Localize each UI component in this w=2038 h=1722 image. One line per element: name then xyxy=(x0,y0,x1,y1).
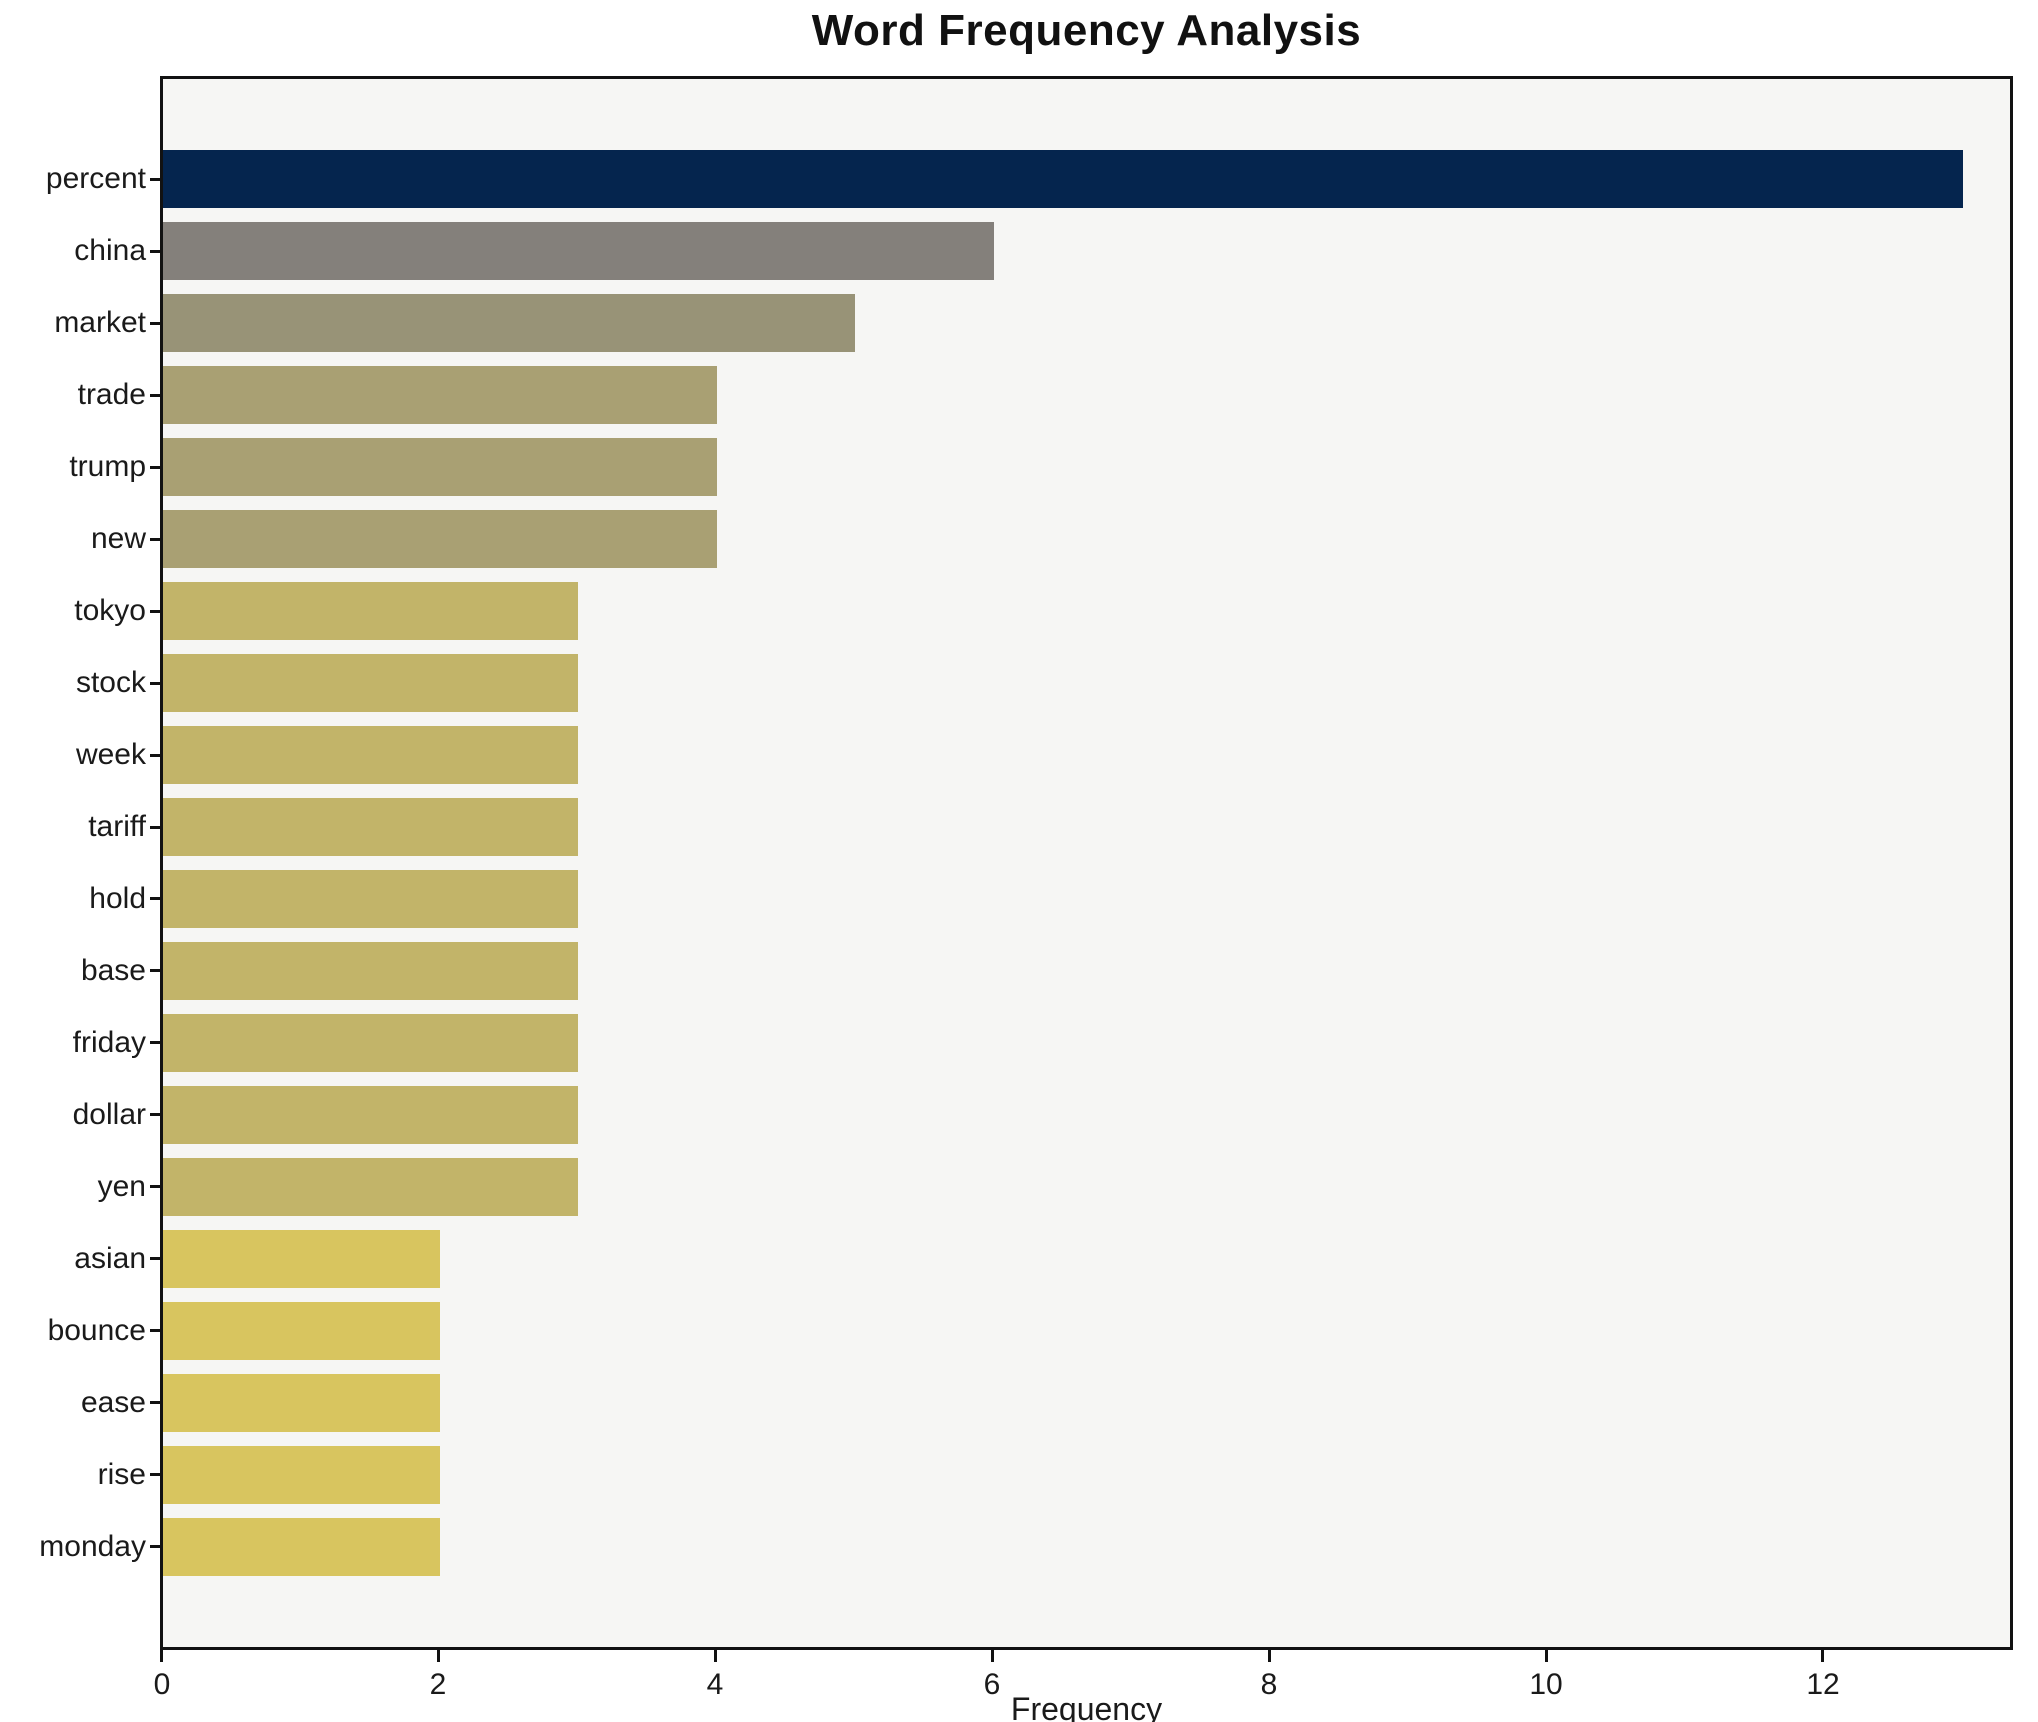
y-tick-mark xyxy=(150,178,160,181)
bar-yen xyxy=(163,1158,578,1216)
y-tick-label: new xyxy=(90,522,146,555)
x-tick-mark xyxy=(1821,1650,1824,1662)
y-tick-label: dollar xyxy=(72,1098,146,1131)
x-axis-label: Frequency xyxy=(1010,1691,1163,1722)
x-tick-label: 4 xyxy=(706,1668,724,1701)
y-tick-mark xyxy=(150,1329,160,1332)
y-tick-mark xyxy=(150,466,160,469)
y-tick-mark xyxy=(150,1113,160,1116)
y-tick-label: rise xyxy=(97,1458,146,1491)
y-tick-mark xyxy=(150,250,160,253)
y-tick-label: bounce xyxy=(47,1314,146,1347)
x-tick-mark xyxy=(437,1650,440,1662)
bar-ease xyxy=(163,1374,440,1432)
x-tick-label: 10 xyxy=(1529,1668,1563,1701)
y-tick-mark xyxy=(150,1041,160,1044)
x-tick-mark xyxy=(714,1650,717,1662)
y-tick-label: tokyo xyxy=(74,594,146,627)
chart-title: Word Frequency Analysis xyxy=(811,6,1362,55)
bar-bounce xyxy=(163,1302,440,1360)
y-tick-label: trade xyxy=(77,378,146,411)
x-tick-mark xyxy=(991,1650,994,1662)
bar-base xyxy=(163,942,578,1000)
y-tick-mark xyxy=(150,1401,160,1404)
y-tick-mark xyxy=(150,1257,160,1260)
y-tick-label: percent xyxy=(45,162,146,195)
x-tick-label: 8 xyxy=(1260,1668,1278,1701)
bar-hold xyxy=(163,870,578,928)
y-tick-label: ease xyxy=(80,1386,146,1419)
y-tick-mark xyxy=(150,969,160,972)
y-tick-mark xyxy=(150,1545,160,1548)
y-tick-mark xyxy=(150,754,160,757)
y-tick-mark xyxy=(150,1473,160,1476)
y-tick-label: hold xyxy=(89,882,146,915)
y-tick-label: asian xyxy=(74,1242,146,1275)
bar-rise xyxy=(163,1446,440,1504)
x-tick-mark xyxy=(1268,1650,1271,1662)
x-tick-label: 6 xyxy=(983,1668,1001,1701)
x-tick-label: 12 xyxy=(1806,1668,1840,1701)
x-tick-label: 0 xyxy=(153,1668,171,1701)
bar-new xyxy=(163,510,717,568)
bar-asian xyxy=(163,1230,440,1288)
bar-china xyxy=(163,222,994,280)
bar-friday xyxy=(163,1014,578,1072)
x-tick-label: 2 xyxy=(429,1668,447,1701)
bar-tokyo xyxy=(163,582,578,640)
y-tick-label: yen xyxy=(97,1170,146,1203)
bar-market xyxy=(163,294,855,352)
y-tick-label: week xyxy=(75,738,146,771)
x-tick-mark xyxy=(1545,1650,1548,1662)
bar-stock xyxy=(163,654,578,712)
y-tick-label: friday xyxy=(72,1026,146,1059)
y-tick-label: base xyxy=(80,954,146,987)
y-tick-mark xyxy=(150,538,160,541)
y-tick-label: trump xyxy=(69,450,146,483)
x-tick-mark xyxy=(160,1650,163,1662)
y-tick-mark xyxy=(150,610,160,613)
bar-monday xyxy=(163,1518,440,1576)
bar-dollar xyxy=(163,1086,578,1144)
y-tick-label: china xyxy=(74,234,146,267)
bar-trade xyxy=(163,366,717,424)
bar-percent xyxy=(163,150,1963,208)
y-tick-label: monday xyxy=(39,1530,146,1563)
y-tick-mark xyxy=(150,826,160,829)
y-tick-mark xyxy=(150,322,160,325)
y-tick-mark xyxy=(150,1185,160,1188)
bar-week xyxy=(163,726,578,784)
bar-trump xyxy=(163,438,717,496)
y-tick-mark xyxy=(150,897,160,900)
y-tick-label: market xyxy=(54,306,146,339)
y-tick-label: stock xyxy=(75,666,146,699)
y-tick-label: tariff xyxy=(88,810,146,843)
y-tick-mark xyxy=(150,394,160,397)
y-tick-mark xyxy=(150,682,160,685)
bar-tariff xyxy=(163,798,578,856)
